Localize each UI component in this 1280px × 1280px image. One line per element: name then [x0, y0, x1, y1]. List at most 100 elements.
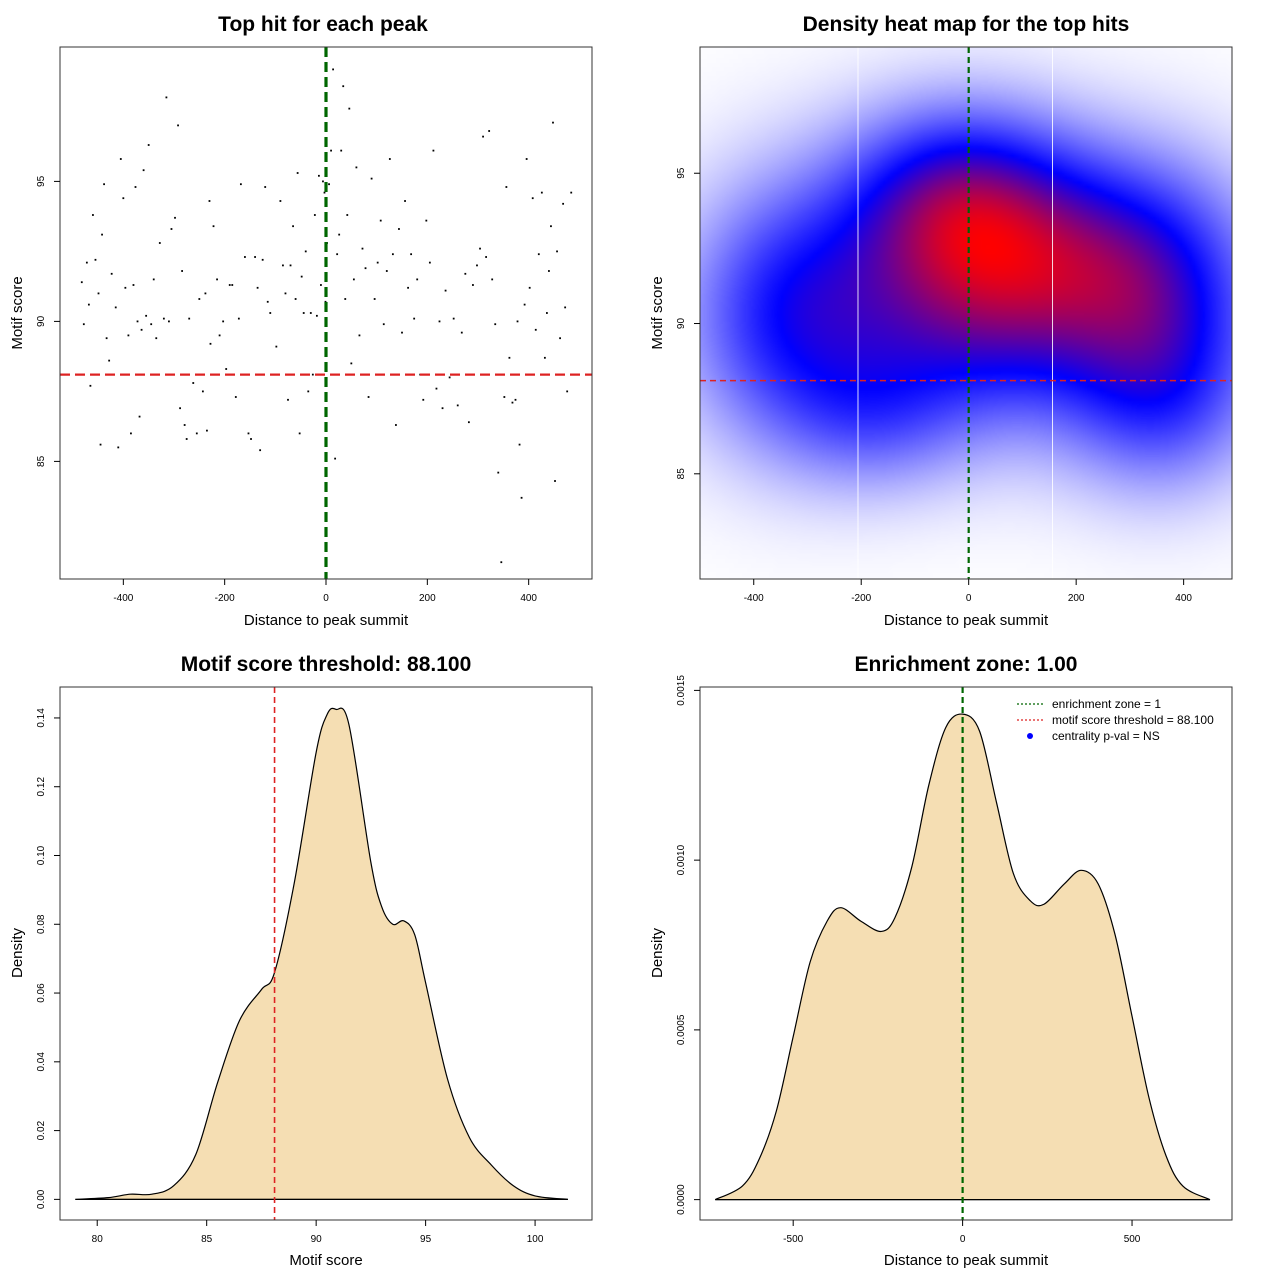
scatter-point [208, 200, 211, 202]
scatter-point [89, 384, 92, 387]
scatter-point [183, 424, 186, 426]
scatter-point [476, 264, 478, 267]
x-tick-label: -200 [215, 593, 235, 604]
scatter-point [534, 328, 537, 331]
scatter-point [500, 561, 503, 564]
scatter-points [80, 68, 573, 564]
scatter-point [432, 149, 435, 152]
legend: enrichment zone = 1 motif score threshol… [1017, 697, 1214, 743]
density-area [714, 713, 1211, 1201]
scatter-point [324, 300, 327, 303]
scatter-point [385, 270, 388, 272]
scatter-point [250, 438, 252, 440]
scatter-point [108, 359, 111, 362]
scatter-point [514, 398, 517, 401]
scatter-point [441, 407, 444, 410]
scatter-point [119, 158, 122, 160]
scatter-point [379, 219, 382, 222]
legend-label-score-threshold: motif score threshold = 88.100 [1052, 713, 1214, 727]
scatter-point [209, 342, 212, 345]
scatter-point [505, 186, 508, 188]
scatter-point [479, 247, 481, 250]
scatter-point [548, 270, 550, 272]
x-tick-label: 200 [419, 593, 436, 604]
scatter-point [147, 144, 150, 146]
scatter-point [87, 303, 90, 306]
legend-label-centrality: centrality p-val = NS [1052, 729, 1160, 743]
scatter-point [228, 284, 231, 286]
scatter-point [294, 298, 297, 300]
y-tick-label: 0.02 [36, 1120, 47, 1140]
scatter-point [554, 480, 556, 482]
scatter-point [138, 415, 141, 418]
scatter-point [398, 228, 400, 230]
scatter-point [391, 253, 394, 256]
scatter-point [234, 396, 237, 398]
scatter-point [181, 270, 184, 272]
scatter-point [376, 261, 379, 264]
scatter-point [497, 471, 500, 474]
scatter-point [247, 432, 250, 435]
legend-label-enrichment-zone: enrichment zone = 1 [1052, 697, 1161, 711]
scatter-point [282, 264, 284, 267]
scatter-point [511, 401, 514, 404]
scatter-point [256, 286, 259, 289]
scatter-point [103, 183, 105, 186]
x-axis-label: Distance to peak summit [244, 612, 409, 629]
x-tick-label: 80 [92, 1234, 104, 1245]
x-tick-label: 100 [527, 1234, 544, 1245]
scatter-point [192, 382, 195, 384]
y-tick-label: 90 [676, 318, 687, 330]
scatter-point [168, 320, 170, 323]
scatter-point [216, 278, 218, 281]
scatter-point [361, 247, 364, 250]
scatter-point [239, 183, 242, 186]
scatter-point [518, 443, 521, 446]
scatter-point [311, 373, 314, 376]
x-tick-label: 500 [1124, 1234, 1141, 1245]
scatter-point [537, 253, 540, 256]
scatter-point [92, 214, 94, 216]
y-tick-label: 95 [676, 167, 687, 179]
panel1-title: Top hit for each peak [218, 13, 428, 36]
plot-frame [699, 46, 1233, 580]
scatter-point [323, 191, 326, 194]
scatter-point [435, 387, 438, 390]
scatter-point [367, 396, 370, 398]
scatter-point [266, 300, 269, 303]
scatter-point [556, 250, 558, 253]
scatter-point [269, 312, 272, 314]
y-tick-label: 95 [36, 175, 47, 187]
scatter-point [373, 298, 376, 300]
scatter-point [452, 317, 455, 320]
scatter-point [562, 202, 565, 205]
scatter-point [117, 446, 120, 449]
scatter-point [307, 390, 310, 393]
y-tick-label: 0.12 [36, 777, 47, 797]
scatter-point [494, 323, 497, 326]
scatter-point [302, 312, 305, 314]
scatter-point [212, 225, 215, 228]
scatter-point [355, 166, 358, 169]
scatter-point [94, 258, 97, 261]
scatter-point [388, 158, 391, 160]
scatter-point [543, 356, 546, 359]
y-axis-label: Motif score [649, 276, 666, 349]
x-axis-ticks: -400 -200 0 200 400 [113, 579, 537, 604]
scatter-point [346, 214, 349, 216]
x-tick-label: -400 [113, 593, 133, 604]
scatter-point [99, 443, 102, 446]
scatter-point [550, 225, 552, 228]
scatter-point [559, 337, 561, 340]
scatter-point [318, 174, 320, 177]
scatter-point [413, 317, 416, 320]
scatter-point [82, 323, 85, 326]
scatter-point [198, 298, 201, 300]
x-axis-ticks: 80 85 90 95 100 [92, 1220, 544, 1245]
scatter-point [140, 328, 143, 331]
y-axis-ticks: 85 90 95 [36, 175, 60, 467]
scatter-point [158, 242, 161, 244]
scatter-point [206, 429, 208, 432]
x-axis-ticks: -400 -200 0 200 400 [744, 579, 1192, 604]
heatmap-boundaries [857, 47, 1054, 579]
